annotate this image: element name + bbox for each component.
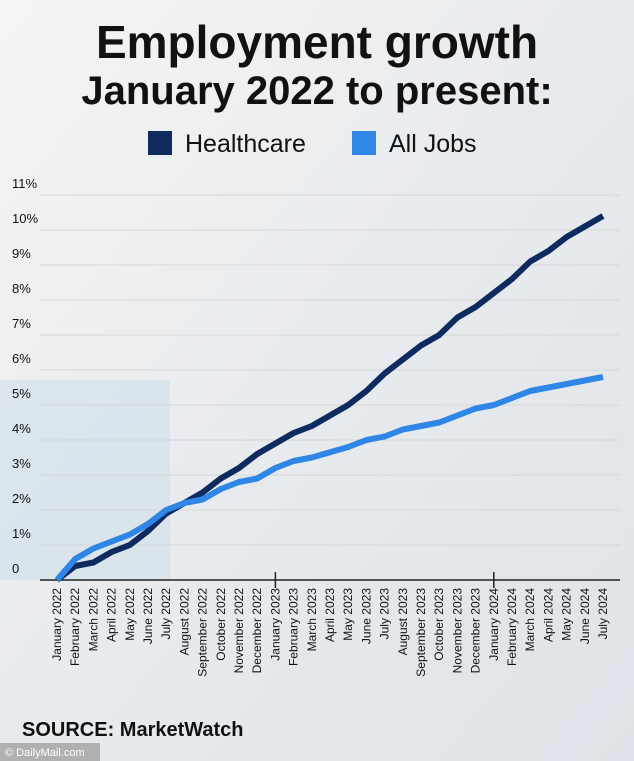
- x-tick-label: July 2023: [378, 588, 392, 640]
- credit-box: [0, 743, 100, 761]
- y-tick-label: 8%: [12, 281, 31, 296]
- x-tick-label: February 2024: [505, 588, 519, 666]
- x-tick-label: July 2024: [596, 588, 610, 640]
- y-tick-label: 2%: [12, 491, 31, 506]
- x-tick-label: April 2024: [541, 588, 555, 642]
- x-tick-label: May 2024: [560, 588, 574, 641]
- y-tick-label: 7%: [12, 316, 31, 331]
- y-tick-label: 5%: [12, 386, 31, 401]
- background-blur: [0, 380, 170, 580]
- x-tick-label: June 2024: [578, 588, 592, 644]
- x-tick-label: January 2023: [268, 588, 282, 661]
- x-tick-label: September 2022: [196, 588, 210, 677]
- x-tick-label: October 2022: [214, 588, 228, 661]
- legend-swatch: [352, 131, 376, 155]
- source: SOURCE: MarketWatch: [22, 719, 244, 741]
- x-tick-label: June 2023: [359, 588, 373, 644]
- legend-swatch: [148, 131, 172, 155]
- legend-label: Healthcare: [185, 130, 306, 158]
- x-tick-label: February 2022: [68, 588, 82, 666]
- x-tick-label: March 2022: [86, 588, 100, 652]
- legend-label: All Jobs: [389, 130, 477, 158]
- x-tick-label: September 2023: [414, 588, 428, 677]
- y-tick-label: 11%: [12, 176, 37, 191]
- chart-subtitle: January 2022 to present:: [81, 69, 552, 113]
- chart-title: Employment growth: [96, 16, 538, 68]
- x-tick-label: June 2022: [141, 588, 155, 644]
- x-tick-label: March 2023: [305, 588, 319, 652]
- y-tick-label: 3%: [12, 456, 31, 471]
- x-tick-label: July 2022: [159, 588, 173, 640]
- x-tick-label: October 2023: [432, 588, 446, 661]
- y-tick-label: 10%: [12, 211, 38, 226]
- y-tick-label: 0: [12, 561, 19, 576]
- x-tick-label: August 2022: [177, 588, 191, 656]
- x-tick-label: May 2022: [123, 588, 137, 641]
- x-tick-label: August 2023: [396, 588, 410, 656]
- series-line: [54, 374, 604, 582]
- x-tick-label: January 2024: [487, 588, 501, 661]
- y-tick-label: 1%: [12, 526, 31, 541]
- x-tick-label: November 2023: [450, 588, 464, 674]
- x-tick-label: December 2022: [250, 588, 264, 674]
- x-tick-label: April 2023: [323, 588, 337, 642]
- legend: Healthcare All Jobs: [148, 130, 477, 158]
- y-tick-label: 9%: [12, 246, 31, 261]
- x-tick-label: April 2022: [105, 588, 119, 642]
- x-tick-label: November 2022: [232, 588, 246, 674]
- x-tick-label: January 2022: [50, 588, 64, 661]
- y-tick-label: 6%: [12, 351, 31, 366]
- x-tick-label: March 2024: [523, 588, 537, 652]
- y-tick-label: 4%: [12, 421, 31, 436]
- x-tick-label: May 2023: [341, 588, 355, 641]
- credit: © DailyMail.com: [5, 747, 85, 759]
- series-line: [55, 213, 605, 583]
- x-tick-label: February 2023: [287, 588, 301, 666]
- x-tick-label: December 2023: [469, 588, 483, 674]
